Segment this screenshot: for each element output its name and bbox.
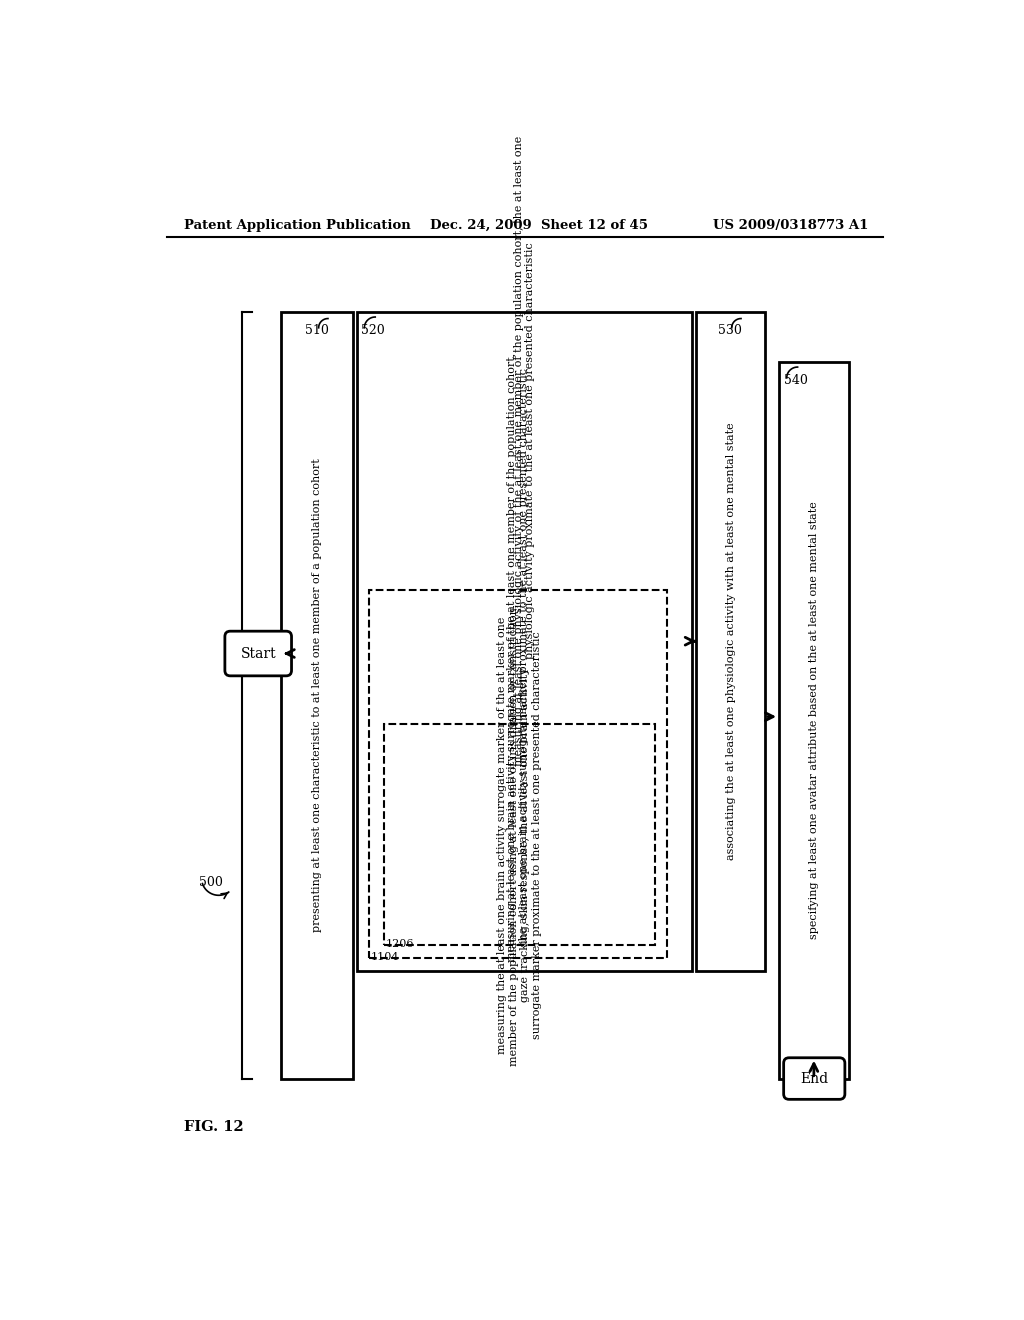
Text: measuring at least one brain activity surrogate marker of the at least one membe: measuring at least one brain activity su… <box>507 352 528 961</box>
Text: 510: 510 <box>305 323 329 337</box>
Text: 1104: 1104 <box>371 952 399 961</box>
FancyBboxPatch shape <box>783 1057 845 1100</box>
Text: 540: 540 <box>783 374 808 387</box>
Text: End: End <box>800 1072 828 1085</box>
Text: 500: 500 <box>199 875 223 888</box>
Text: Patent Application Publication: Patent Application Publication <box>183 219 411 232</box>
Text: Start: Start <box>241 647 276 660</box>
FancyBboxPatch shape <box>225 631 292 676</box>
Text: FIG. 12: FIG. 12 <box>183 1121 244 1134</box>
Text: measuring the at least one brain activity surrogate marker of the at least one
m: measuring the at least one brain activit… <box>497 603 542 1067</box>
Text: measuring at least one physiologic activity of the at least one member of the po: measuring at least one physiologic activ… <box>514 136 536 766</box>
Text: 530: 530 <box>718 323 742 337</box>
Bar <box>281 313 352 1078</box>
Text: specifying at least one avatar attribute based on the at least one mental state: specifying at least one avatar attribute… <box>809 502 819 940</box>
Text: associating the at least one physiologic activity with at least one mental state: associating the at least one physiologic… <box>726 422 735 861</box>
Bar <box>696 313 765 970</box>
Text: 1206: 1206 <box>385 940 414 949</box>
Text: presenting at least one characteristic to at least one member of a population co: presenting at least one characteristic t… <box>311 458 322 932</box>
Bar <box>356 313 692 970</box>
Bar <box>779 363 849 1078</box>
Bar <box>369 590 667 958</box>
Bar <box>384 725 655 945</box>
Text: Dec. 24, 2009  Sheet 12 of 45: Dec. 24, 2009 Sheet 12 of 45 <box>430 219 648 232</box>
Text: US 2009/0318773 A1: US 2009/0318773 A1 <box>713 219 868 232</box>
Text: 520: 520 <box>361 323 385 337</box>
